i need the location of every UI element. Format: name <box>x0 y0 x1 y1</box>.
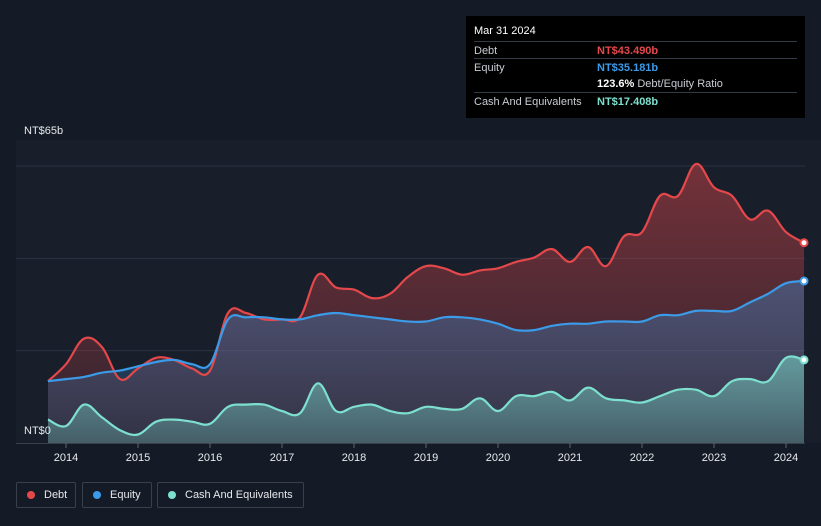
x-tick-label-10: 2024 <box>774 452 798 464</box>
tooltip-ratio: 123.6% Debt/Equity Ratio <box>597 78 723 90</box>
legend-item-equity[interactable]: Equity <box>82 482 152 508</box>
x-tick-label-7: 2021 <box>558 452 582 464</box>
end-marker-equity <box>799 276 809 286</box>
tooltip-row-ratio: 123.6% Debt/Equity Ratio <box>474 75 797 92</box>
line-cash <box>47 355 805 436</box>
x-tick-label-2: 2016 <box>198 452 222 464</box>
tooltip-ratio-value: 123.6% <box>597 78 635 90</box>
legend-cash-label: Cash And Equivalents <box>185 489 293 501</box>
legend-debt-label: Debt <box>44 489 68 501</box>
x-tick-label-1: 2015 <box>126 452 150 464</box>
tooltip-cash-value: NT$17.408b <box>597 96 659 108</box>
tooltip-equity-value: NT$35.181b <box>597 62 659 74</box>
x-tick-label-3: 2017 <box>270 452 294 464</box>
end-marker-cash <box>799 355 809 365</box>
legend-equity-label: Equity <box>110 489 141 501</box>
x-tick-label-8: 2022 <box>630 452 654 464</box>
tooltip-panel: Mar 31 2024 Debt NT$43.490b Equity NT$35… <box>466 16 805 118</box>
tooltip-row-equity: Equity NT$35.181b <box>474 58 797 76</box>
x-tick-label-6: 2020 <box>486 452 510 464</box>
tooltip-debt-value: NT$43.490b <box>597 45 659 57</box>
legend-cash-dot-icon <box>168 491 176 499</box>
y-tick-label-0: NT$65b <box>24 125 63 137</box>
legend-equity-dot-icon <box>93 491 101 499</box>
end-marker-debt <box>799 238 809 248</box>
x-tick-label-0: 2014 <box>54 452 78 464</box>
tooltip-ratio-label: Debt/Equity Ratio <box>637 78 723 90</box>
x-tick-label-5: 2019 <box>414 452 438 464</box>
tooltip-cash-label: Cash And Equivalents <box>474 96 582 108</box>
tooltip-equity-label: Equity <box>474 62 505 74</box>
x-tick-label-9: 2023 <box>702 452 726 464</box>
x-tick-label-4: 2018 <box>342 452 366 464</box>
area-cash <box>48 356 804 443</box>
y-tick-label-1: NT$0 <box>24 425 51 437</box>
legend-debt-dot-icon <box>27 491 35 499</box>
legend-item-debt[interactable]: Debt <box>16 482 76 508</box>
tooltip-row-debt: Debt NT$43.490b <box>474 41 797 59</box>
tooltip-row-cash: Cash And Equivalents NT$17.408b <box>474 92 797 110</box>
line-equity <box>47 280 805 383</box>
tooltip-debt-label: Debt <box>474 45 498 57</box>
legend-item-cash[interactable]: Cash And Equivalents <box>157 482 304 508</box>
tooltip-date: Mar 31 2024 <box>474 25 536 37</box>
